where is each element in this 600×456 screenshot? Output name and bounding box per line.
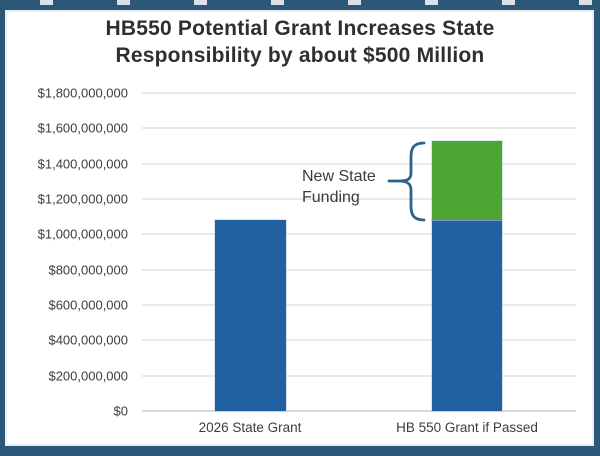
bar-hb550-new-funding-segment xyxy=(432,140,502,221)
top-edge-notch xyxy=(425,0,438,5)
chart-title: HB550 Potential Grant Increases State Re… xyxy=(10,15,590,69)
gridline xyxy=(142,339,576,342)
x-axis-category-label: HB 550 Grant if Passed xyxy=(396,420,538,435)
chart-title-line2: Responsibility by about $500 Million xyxy=(115,44,485,67)
gridline xyxy=(142,92,576,94)
y-axis-tick-label: $1,000,000,000 xyxy=(37,226,128,242)
top-edge-notch xyxy=(194,0,207,5)
bar-2026-state-grant xyxy=(214,220,286,411)
curly-brace-shape xyxy=(387,141,426,222)
gridline xyxy=(142,304,576,306)
top-edge-notch xyxy=(502,0,515,5)
gridline xyxy=(142,268,576,271)
gridline xyxy=(142,233,576,236)
y-axis-tick-label: $1,600,000,000 xyxy=(37,120,128,136)
top-edge-notch xyxy=(117,0,130,5)
bar-hb550-base-segment xyxy=(432,220,502,411)
annotation-new-state-funding: New State Funding xyxy=(302,166,376,208)
top-edge-notch xyxy=(271,0,284,5)
top-edge-notch xyxy=(40,0,53,5)
top-edge-notch xyxy=(348,0,361,5)
gridline xyxy=(142,198,576,200)
gridline xyxy=(142,374,576,377)
gridline xyxy=(142,127,576,130)
top-edge-notch xyxy=(579,0,592,5)
y-axis-tick-label: $0 xyxy=(113,403,128,419)
gridline xyxy=(142,162,576,165)
annotation-line2: Funding xyxy=(302,189,360,206)
y-axis-tick-label: $200,000,000 xyxy=(48,368,128,384)
y-axis-tick-label: $1,400,000,000 xyxy=(37,156,128,172)
y-axis-tick-label: $800,000,000 xyxy=(48,262,128,278)
x-axis-category-label: 2026 State Grant xyxy=(198,420,302,435)
y-axis-tick-label: $1,200,000,000 xyxy=(37,191,128,207)
y-axis-tick-label: $400,000,000 xyxy=(48,332,128,348)
x-axis-baseline xyxy=(142,410,576,412)
y-axis-tick-label: $600,000,000 xyxy=(48,297,128,313)
annotation-line1: New State xyxy=(302,168,376,185)
y-axis-tick-label: $1,800,000,000 xyxy=(37,85,128,101)
chart-title-line1: HB550 Potential Grant Increases State xyxy=(105,17,495,40)
